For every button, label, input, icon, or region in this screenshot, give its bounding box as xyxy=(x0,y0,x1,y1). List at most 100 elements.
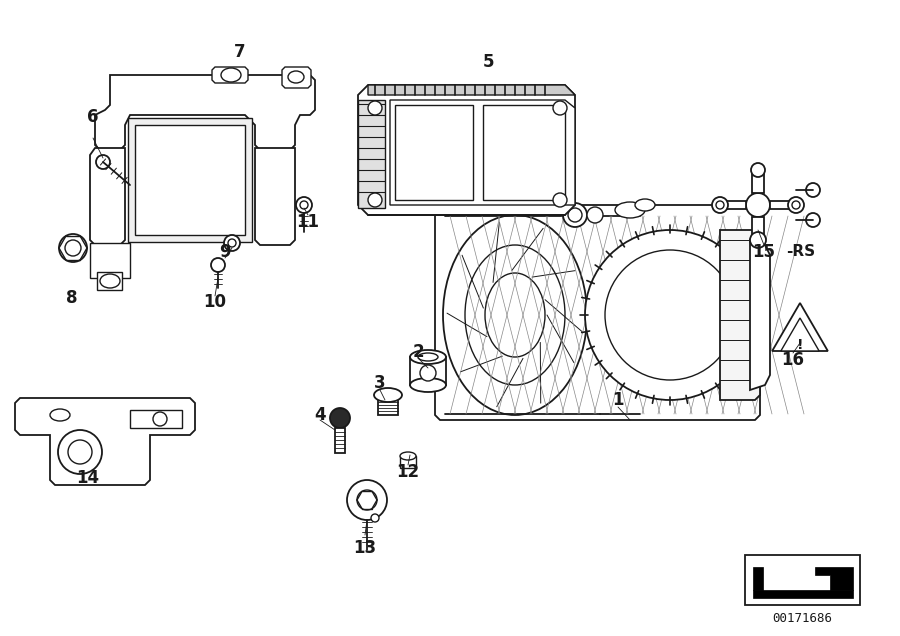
Polygon shape xyxy=(378,395,398,415)
Text: 12: 12 xyxy=(396,463,419,481)
Text: 14: 14 xyxy=(76,469,100,487)
Ellipse shape xyxy=(465,245,565,385)
Text: 10: 10 xyxy=(203,293,227,311)
Circle shape xyxy=(587,207,603,223)
Text: 3: 3 xyxy=(374,374,386,392)
Circle shape xyxy=(420,365,436,381)
Ellipse shape xyxy=(50,409,70,421)
Text: 5: 5 xyxy=(482,53,494,71)
Circle shape xyxy=(96,155,110,169)
Text: !: ! xyxy=(796,338,803,352)
Polygon shape xyxy=(410,357,446,385)
Circle shape xyxy=(228,239,236,247)
Polygon shape xyxy=(90,148,125,245)
Bar xyxy=(745,555,860,605)
Circle shape xyxy=(68,440,92,464)
Polygon shape xyxy=(90,243,130,278)
Circle shape xyxy=(153,412,167,426)
Circle shape xyxy=(296,197,312,213)
Text: 9: 9 xyxy=(220,243,230,261)
Ellipse shape xyxy=(443,215,587,415)
Bar xyxy=(483,105,565,200)
Polygon shape xyxy=(720,201,746,209)
Circle shape xyxy=(716,201,724,209)
Circle shape xyxy=(368,193,382,207)
Circle shape xyxy=(792,201,800,209)
Ellipse shape xyxy=(485,273,545,357)
Polygon shape xyxy=(128,118,252,242)
Circle shape xyxy=(568,208,582,222)
Text: 4: 4 xyxy=(314,406,326,424)
Circle shape xyxy=(211,258,225,272)
Text: 15: 15 xyxy=(752,243,776,261)
Ellipse shape xyxy=(100,274,120,288)
Polygon shape xyxy=(358,85,575,215)
Text: 6: 6 xyxy=(87,108,99,126)
Polygon shape xyxy=(753,567,763,590)
Polygon shape xyxy=(752,170,764,193)
Text: 1: 1 xyxy=(612,391,624,409)
Ellipse shape xyxy=(410,378,446,392)
Polygon shape xyxy=(753,590,853,598)
Circle shape xyxy=(788,197,804,213)
Bar xyxy=(395,105,473,200)
Polygon shape xyxy=(781,318,819,351)
Circle shape xyxy=(712,197,728,213)
Polygon shape xyxy=(400,456,416,468)
Polygon shape xyxy=(435,205,760,420)
Polygon shape xyxy=(135,125,245,235)
Polygon shape xyxy=(720,230,760,400)
Polygon shape xyxy=(815,567,853,590)
Polygon shape xyxy=(130,410,182,428)
Polygon shape xyxy=(212,67,248,83)
Ellipse shape xyxy=(615,202,645,218)
Ellipse shape xyxy=(418,353,438,361)
Polygon shape xyxy=(390,100,575,205)
Circle shape xyxy=(330,408,350,428)
Circle shape xyxy=(605,250,735,380)
Ellipse shape xyxy=(221,68,241,82)
Circle shape xyxy=(300,201,308,209)
Circle shape xyxy=(746,193,770,217)
Polygon shape xyxy=(95,75,315,150)
Circle shape xyxy=(553,101,567,115)
Text: 16: 16 xyxy=(781,351,805,369)
Polygon shape xyxy=(750,240,770,390)
Text: -RS: -RS xyxy=(786,244,815,259)
Polygon shape xyxy=(770,201,796,209)
Text: 13: 13 xyxy=(354,539,376,557)
Polygon shape xyxy=(335,428,345,453)
Polygon shape xyxy=(368,85,575,95)
Circle shape xyxy=(750,232,766,248)
Ellipse shape xyxy=(400,452,416,460)
Polygon shape xyxy=(282,67,311,88)
Polygon shape xyxy=(752,217,764,240)
Ellipse shape xyxy=(410,350,446,364)
Ellipse shape xyxy=(374,388,402,402)
Ellipse shape xyxy=(378,390,398,400)
Circle shape xyxy=(751,163,765,177)
Circle shape xyxy=(371,514,379,522)
Circle shape xyxy=(347,480,387,520)
Text: 2: 2 xyxy=(412,343,424,361)
Text: 7: 7 xyxy=(234,43,246,61)
Text: 11: 11 xyxy=(296,213,320,231)
Text: 8: 8 xyxy=(67,289,77,307)
Text: 00171686: 00171686 xyxy=(772,611,832,625)
Circle shape xyxy=(368,101,382,115)
Polygon shape xyxy=(15,398,195,485)
Circle shape xyxy=(58,430,102,474)
Polygon shape xyxy=(772,303,828,351)
Polygon shape xyxy=(358,100,385,208)
Circle shape xyxy=(806,213,820,227)
Circle shape xyxy=(357,490,377,510)
Ellipse shape xyxy=(635,199,655,211)
Circle shape xyxy=(65,240,81,256)
Polygon shape xyxy=(97,272,122,290)
Circle shape xyxy=(553,193,567,207)
Circle shape xyxy=(806,183,820,197)
Circle shape xyxy=(585,230,755,400)
Circle shape xyxy=(224,235,240,251)
Polygon shape xyxy=(255,148,295,245)
Circle shape xyxy=(563,203,587,227)
